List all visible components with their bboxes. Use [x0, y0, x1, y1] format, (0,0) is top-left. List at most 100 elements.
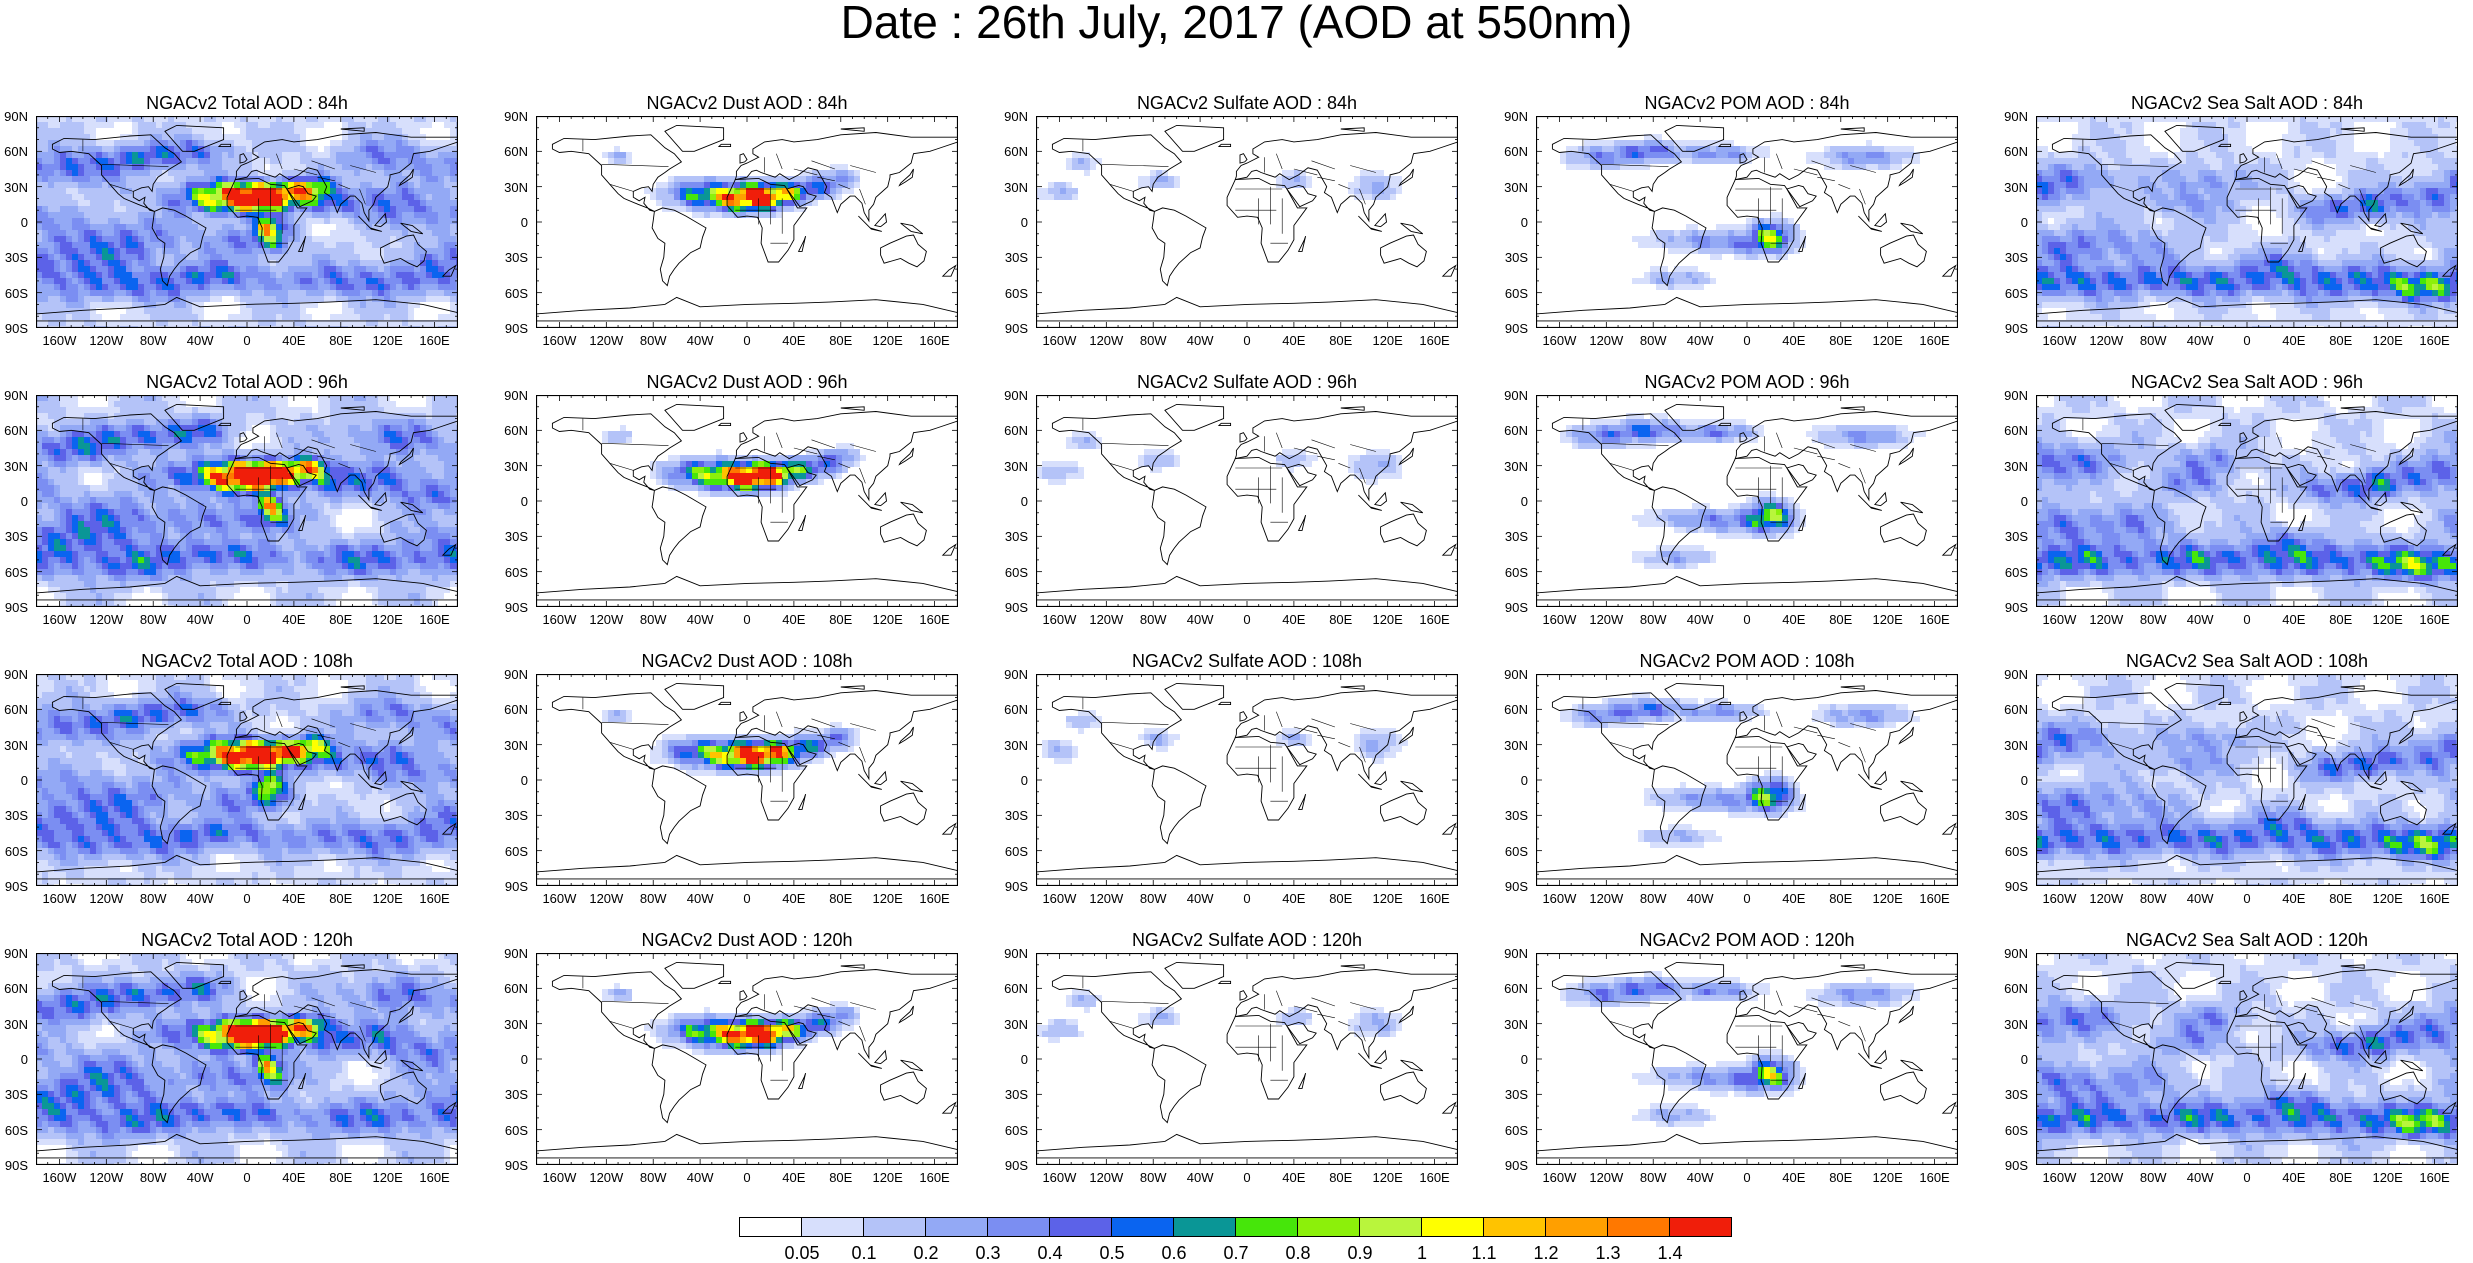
aod-cell — [42, 170, 48, 176]
aod-cell — [444, 206, 450, 212]
aod-cell — [144, 224, 150, 230]
aod-cell — [2198, 128, 2204, 134]
aod-cell — [734, 194, 740, 200]
aod-cell — [1572, 158, 1578, 164]
aod-cell — [330, 284, 336, 290]
aod-cell — [2078, 164, 2084, 170]
aod-cell — [2276, 164, 2282, 170]
aod-cell — [294, 236, 300, 242]
aod-cell — [2402, 182, 2408, 188]
aod-cell — [210, 224, 216, 230]
aod-cell — [2066, 200, 2072, 206]
aod-cell — [2078, 212, 2084, 218]
aod-cell — [2084, 146, 2090, 152]
lon-label: 120E — [1863, 334, 1913, 347]
aod-cell — [162, 272, 168, 278]
aod-cell — [2042, 170, 2048, 176]
aod-cell — [1704, 278, 1710, 284]
aod-cell — [306, 188, 312, 194]
aod-cell — [84, 314, 90, 320]
aod-cell — [132, 152, 138, 158]
aod-cell — [2228, 176, 2234, 182]
aod-cell — [198, 128, 204, 134]
aod-cell — [318, 290, 324, 296]
aod-cell — [1848, 158, 1854, 164]
aod-cell — [294, 242, 300, 248]
aod-cell — [162, 182, 168, 188]
aod-cell — [2198, 176, 2204, 182]
aod-cell — [258, 146, 264, 152]
aod-cell — [2084, 224, 2090, 230]
aod-cell — [1378, 170, 1384, 176]
aod-cell — [138, 248, 144, 254]
aod-cell — [60, 260, 66, 266]
aod-cell — [2060, 182, 2066, 188]
aod-cell — [2114, 152, 2120, 158]
aod-cell — [1710, 248, 1716, 254]
aod-cell — [102, 272, 108, 278]
aod-cell — [2174, 194, 2180, 200]
aod-cell — [1560, 152, 1566, 158]
aod-cell — [2054, 212, 2060, 218]
aod-cell — [276, 296, 282, 302]
aod-cell — [2420, 212, 2426, 218]
aod-cell — [2066, 164, 2072, 170]
aod-cell — [2168, 158, 2174, 164]
aod-cell — [2300, 218, 2306, 224]
aod-cell — [2198, 212, 2204, 218]
lat-label: 60S — [1000, 287, 1028, 300]
aod-cell — [222, 284, 228, 290]
aod-cell — [2390, 158, 2396, 164]
aod-cell — [312, 266, 318, 272]
aod-cell — [42, 236, 48, 242]
aod-cell — [2240, 134, 2246, 140]
aod-cell — [54, 224, 60, 230]
aod-cell — [60, 284, 66, 290]
aod-cell — [144, 128, 150, 134]
aod-cell — [1842, 164, 1848, 170]
aod-cell — [48, 206, 54, 212]
aod-cell — [174, 278, 180, 284]
aod-cell — [186, 290, 192, 296]
aod-cell — [2402, 206, 2408, 212]
aod-cell — [2414, 164, 2420, 170]
aod-cell — [48, 248, 54, 254]
aod-cell — [2096, 140, 2102, 146]
aod-cell — [384, 224, 390, 230]
aod-cell — [66, 242, 72, 248]
aod-cell — [372, 314, 378, 320]
aod-cell — [156, 194, 162, 200]
aod-cell — [132, 122, 138, 128]
aod-cell — [264, 236, 270, 242]
aod-cell — [1384, 194, 1390, 200]
aod-cell — [2150, 152, 2156, 158]
aod-cell — [1680, 230, 1686, 236]
aod-cell — [228, 176, 234, 182]
aod-cell — [2312, 140, 2318, 146]
aod-cell — [288, 170, 294, 176]
aod-cell — [72, 260, 78, 266]
aod-cell — [78, 260, 84, 266]
lat-label: 30S — [0, 251, 28, 264]
aod-cell — [276, 122, 282, 128]
aod-cell — [2186, 140, 2192, 146]
aod-cell — [252, 128, 258, 134]
aod-cell — [294, 134, 300, 140]
aod-cell — [426, 290, 432, 296]
aod-cell — [2300, 206, 2306, 212]
aod-cell — [402, 242, 408, 248]
aod-cell — [222, 278, 228, 284]
aod-cell — [2306, 152, 2312, 158]
aod-cell — [1668, 248, 1674, 254]
aod-cell — [378, 266, 384, 272]
aod-cell — [108, 170, 114, 176]
aod-cell — [1644, 242, 1650, 248]
aod-cell — [2348, 206, 2354, 212]
aod-cell — [270, 224, 276, 230]
aod-cell — [402, 308, 408, 314]
aod-cell — [318, 272, 324, 278]
page-title: Date : 26th July, 2017 (AOD at 550nm) — [0, 0, 2473, 44]
aod-cell — [2432, 152, 2438, 158]
aod-cell — [2138, 146, 2144, 152]
aod-cell — [2402, 128, 2408, 134]
